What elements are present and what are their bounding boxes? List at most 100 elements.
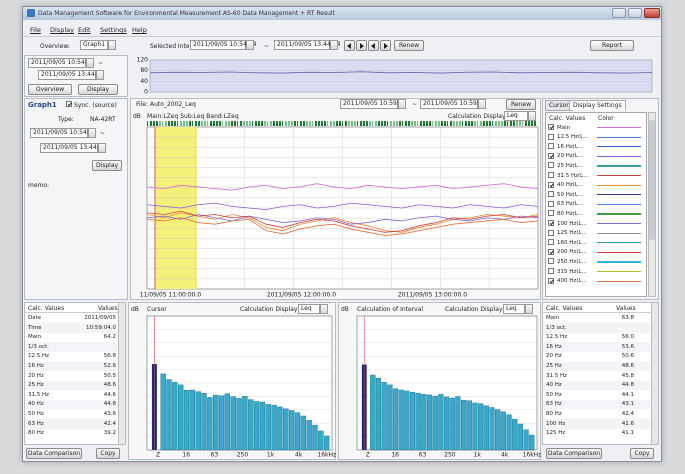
nav-button[interactable] (356, 40, 367, 51)
checkbox (548, 162, 554, 169)
y-tick-label: 120 (137, 57, 149, 64)
type-label: Type: (58, 116, 74, 123)
column-header: Values (616, 305, 636, 312)
nav-button[interactable] (380, 40, 391, 51)
checkbox (548, 277, 554, 284)
menu-item[interactable]: Settings (100, 26, 127, 34)
activity-tick (357, 121, 358, 126)
activity-tick (309, 121, 311, 126)
color-swatch (597, 155, 641, 157)
bar (529, 434, 535, 451)
row-label: Time (28, 324, 42, 331)
row-label: 125 Hz(L... (557, 230, 587, 237)
checkbox (66, 101, 72, 107)
activity-tick (459, 121, 461, 126)
menu-item[interactable]: Help (132, 26, 147, 34)
nav-button[interactable] (344, 40, 355, 51)
overview-end[interactable]: 2011/09/05 13:44:04 (38, 70, 104, 80)
main-renew-button[interactable]: Renew (506, 99, 536, 110)
bar (271, 404, 277, 451)
activity-tick (498, 121, 500, 126)
overview-button[interactable]: Overview (28, 84, 72, 95)
column-header: Calc. Values (546, 305, 583, 312)
x-tick-label: 250 (444, 452, 456, 459)
row-value: 42.4 (621, 411, 634, 417)
activity-tick (417, 121, 418, 126)
row-value: 10:59:04.0 (86, 324, 116, 331)
interval-label: Selected Interval: (150, 43, 203, 50)
unit-label: dB (133, 113, 141, 120)
unit-label: dB (131, 306, 139, 313)
overview-start[interactable]: 2011/09/05 10:54:04 (28, 58, 94, 68)
activity-tick (480, 121, 482, 126)
bar (495, 409, 501, 451)
color-swatch (597, 280, 641, 282)
copy-button[interactable]: Copy (630, 448, 654, 459)
activity-tick (288, 121, 290, 126)
x-tick-label: 11/09/05 11:00:00.0 (140, 292, 202, 299)
calc-select[interactable]: Leq (503, 304, 525, 314)
x-tick-label: Z (366, 452, 370, 459)
y-tick-label: 40 (140, 78, 148, 85)
bar (392, 388, 399, 451)
activity-tick (363, 121, 365, 126)
graph-end[interactable]: 2011/09/05 13:44:04 (40, 143, 106, 153)
activity-tick (156, 121, 158, 126)
menu-item[interactable]: File (30, 26, 41, 34)
color-swatch (597, 136, 641, 138)
checkbox (548, 239, 554, 246)
tab-active[interactable]: Display Settings (569, 100, 626, 110)
renew-button[interactable]: Renew (394, 40, 424, 51)
activity-tick (213, 121, 215, 126)
bar (189, 389, 196, 451)
activity-tick (159, 121, 161, 126)
nav-button[interactable] (368, 40, 379, 51)
display-button[interactable]: Display (78, 84, 118, 95)
checkbox (548, 258, 554, 265)
activity-tick (519, 121, 521, 126)
activity-tick (258, 121, 260, 126)
bar (466, 400, 472, 451)
row-label: 16 Hz(L... (557, 143, 584, 150)
bar (166, 379, 172, 451)
activity-tick (390, 121, 392, 126)
activity-tick (369, 121, 371, 126)
row-value: 41.1 (621, 430, 634, 437)
column-header: Calc. Values (28, 305, 65, 312)
report-button[interactable]: Report (590, 40, 634, 51)
copy-button[interactable]: Copy (96, 448, 120, 459)
calc-label: Calculation Display (445, 306, 503, 313)
bar (288, 410, 295, 451)
graph-start[interactable]: 2011/09/05 10:54:04 (30, 128, 96, 138)
calc-select[interactable]: Leq (298, 304, 320, 314)
activity-tick (174, 121, 176, 126)
interval-start[interactable]: 2011/09/05 10:54:04 (190, 40, 256, 50)
overview-select[interactable]: Graph1 (80, 40, 108, 50)
nav-arrow (360, 43, 364, 49)
graph-display-button[interactable]: Display (92, 160, 122, 171)
main-end[interactable]: 2011/09/05 10:59:41 (420, 99, 486, 109)
row-label: 50 Hz(L... (557, 191, 584, 198)
main-start[interactable]: 2011/09/05 10:59:41 (340, 99, 406, 109)
calc-select[interactable]: Leq (504, 111, 528, 121)
main-chart: 11/09/05 11:00:00.0 2011/09/05 12:00:00.0… (140, 121, 539, 299)
bar (375, 377, 382, 451)
row-value: 41.6 (621, 420, 634, 427)
activity-tick (321, 121, 323, 126)
data-comparison-button[interactable]: Data Comparison (546, 448, 602, 459)
menu-item[interactable]: Edit (78, 26, 91, 34)
chart-title: Cursor (147, 306, 167, 313)
activity-tick (270, 121, 272, 126)
color-swatch (597, 242, 641, 244)
row-value: 43.6 (103, 411, 116, 417)
menu-item[interactable]: Display (50, 26, 74, 34)
interval-end[interactable]: 2011/09/05 13:44:04 (274, 40, 340, 50)
activity-tick (516, 121, 518, 126)
activity-tick (411, 121, 413, 126)
row-label: 12.5 Hz(L... (557, 134, 589, 141)
bar (404, 390, 410, 451)
checkbox (548, 143, 554, 150)
check-mark (549, 124, 554, 129)
data-comparison-button[interactable]: Data Comparison (26, 448, 82, 459)
bar (409, 392, 416, 451)
